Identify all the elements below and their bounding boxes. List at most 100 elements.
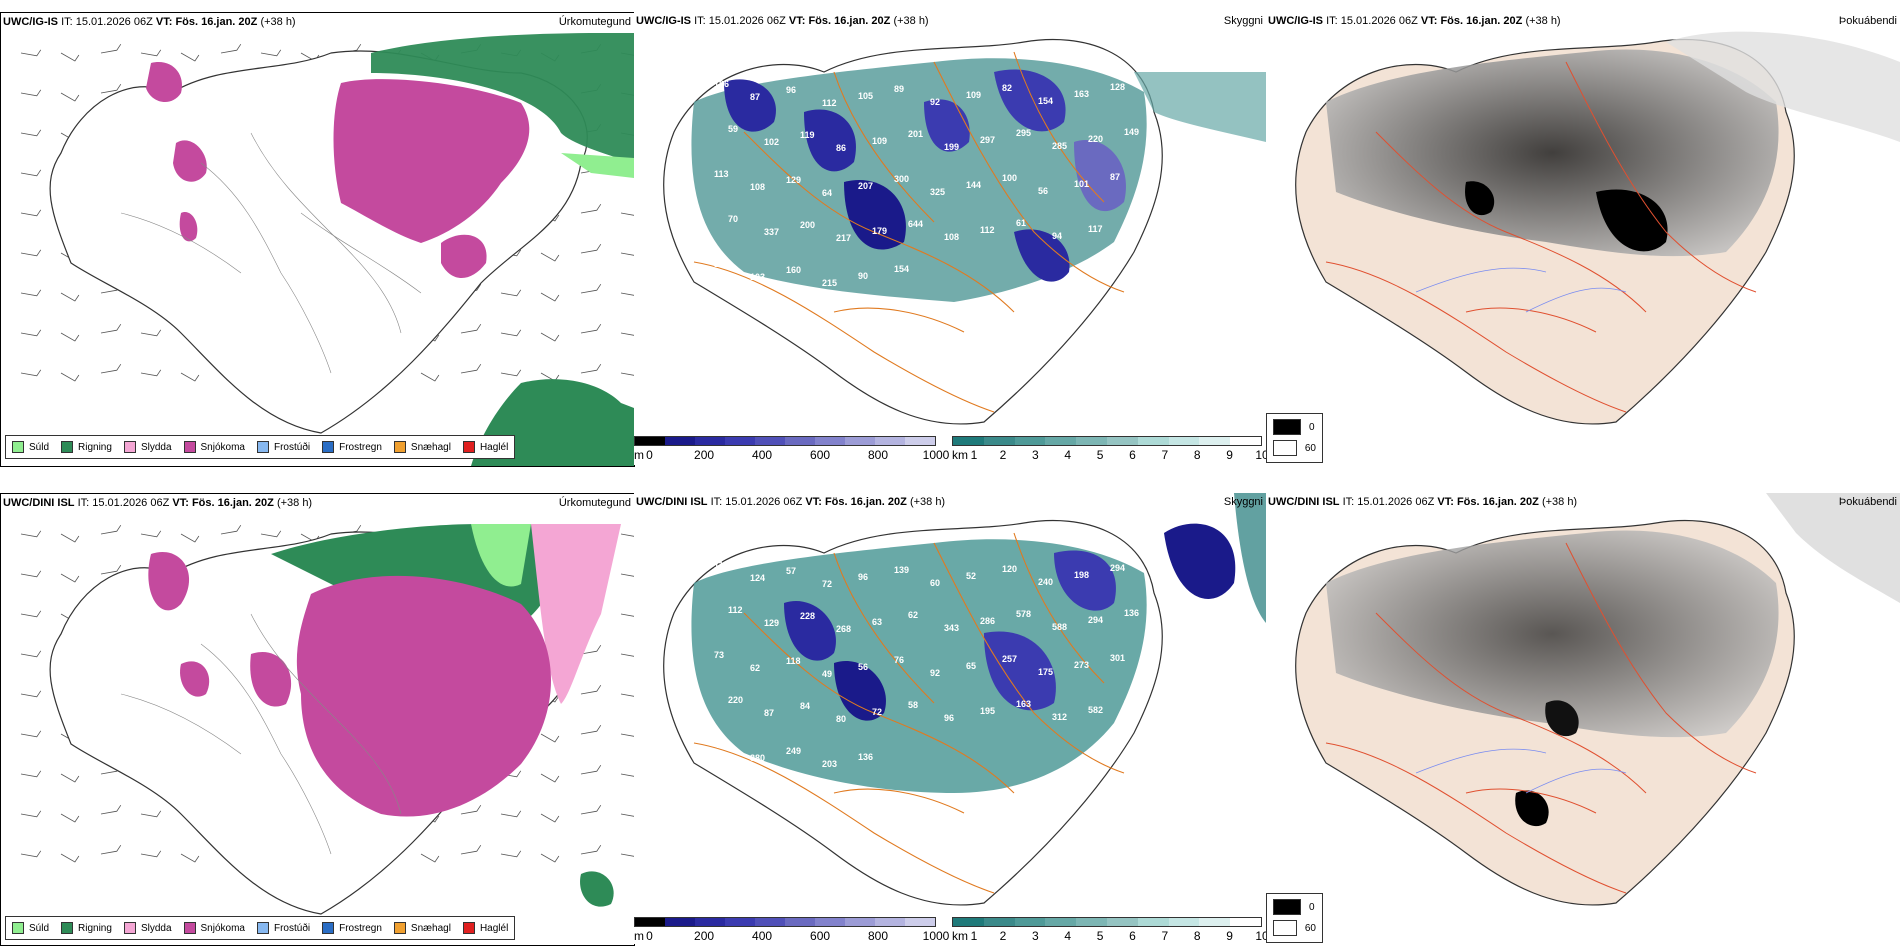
cloud-base-label: 57 bbox=[786, 566, 796, 576]
cloud-base-label: 102 bbox=[764, 137, 779, 147]
cloud-base-label: 154 bbox=[1038, 96, 1053, 106]
scale-cell bbox=[1014, 918, 1046, 926]
fog-panel-top: UWC/IG-IS IT: 15.01.2026 06Z VT: Fös. 16… bbox=[1266, 12, 1900, 465]
scale-cell bbox=[1199, 437, 1231, 445]
scale-cell bbox=[1230, 918, 1261, 926]
legend-item-frostregn: Frostregn bbox=[322, 441, 382, 453]
legend-swatch bbox=[322, 922, 335, 934]
cloud-base-label: 112 bbox=[822, 98, 837, 108]
lead-time: (+38 h) bbox=[276, 497, 313, 509]
wind-barb bbox=[140, 329, 162, 337]
cloud-base-label: 24 bbox=[1124, 217, 1134, 227]
vt-label: VT: bbox=[1437, 496, 1454, 508]
scale-tick-label: 4 bbox=[1064, 448, 1072, 462]
cloud-base-label: 139 bbox=[894, 565, 909, 575]
legend-label: Frostúði bbox=[273, 922, 311, 934]
lead-time: (+38 h) bbox=[909, 496, 946, 508]
wind-barb bbox=[60, 372, 80, 382]
scale-tick-label: 7 bbox=[1161, 448, 1169, 462]
wind-barb bbox=[540, 733, 560, 743]
scale-tick-label: 6 bbox=[1129, 448, 1136, 462]
wind-barb bbox=[540, 853, 560, 863]
cloud-base-label: 65 bbox=[966, 661, 976, 671]
cloud-base-label: 295 bbox=[1016, 128, 1031, 138]
scale-cell bbox=[785, 437, 815, 445]
cloud-base-label: 300 bbox=[894, 174, 909, 184]
cloud-base-label: 105 bbox=[858, 91, 873, 101]
wind-barb bbox=[20, 770, 42, 778]
scale-cell bbox=[725, 437, 755, 445]
header-top-cloud: UWC/IG-IS IT: 15.01.2026 06Z VT: Fös. 16… bbox=[636, 15, 929, 27]
panel-title-precip: Úrkomutegund bbox=[558, 16, 631, 28]
cloud-base-label: 100 bbox=[714, 259, 729, 269]
wind-barb bbox=[100, 83, 122, 94]
wind-barb bbox=[620, 773, 634, 777]
legend-swatch bbox=[183, 441, 196, 453]
cloud-base-label: 186 bbox=[714, 79, 729, 89]
cloud-base-label: 86 bbox=[836, 143, 846, 153]
cloud-base-label: 92 bbox=[930, 97, 940, 107]
it-value: 15.01.2026 06Z bbox=[725, 496, 803, 508]
cloud-base-label: 108 bbox=[750, 182, 765, 192]
cloud-base-label: 129 bbox=[786, 175, 801, 185]
scale-tick-label: 400 bbox=[752, 448, 773, 462]
cloud-base-label: 82 bbox=[1002, 83, 1012, 93]
cloud-base-label: 405 bbox=[714, 740, 729, 750]
scale-cell bbox=[875, 918, 905, 926]
legend-label: Haglél bbox=[479, 441, 509, 453]
cloud-base-label: 62 bbox=[750, 663, 760, 673]
cloud-panel-top: 186 87 96 112 105 89 92 109 82 154 163 128 59 102 119 8… bbox=[634, 12, 1269, 465]
scale-cell bbox=[815, 918, 845, 926]
wind-barb bbox=[180, 52, 200, 62]
it-label: IT: bbox=[1342, 496, 1355, 508]
legend-item-frostúði: Frostúði bbox=[256, 441, 310, 453]
cloud-base-label: 90 bbox=[858, 271, 868, 281]
it-value: 15.01.2026 06Z bbox=[708, 15, 786, 27]
cloud-base-label: 380 bbox=[750, 753, 765, 763]
it-label: IT: bbox=[61, 16, 73, 28]
cloud-base-label: 117 bbox=[1088, 224, 1103, 234]
wind-barb bbox=[580, 804, 602, 815]
cloud-base-label: 76 bbox=[894, 655, 904, 665]
cloud-base-label: 84 bbox=[800, 701, 810, 711]
cloud-base-label: 113 bbox=[714, 169, 729, 179]
cloud-base-label: 112 bbox=[980, 225, 995, 235]
cloud-base-label: 294 bbox=[1088, 615, 1103, 625]
wind-barb bbox=[540, 813, 560, 823]
it-value: 15.01.2026 06Z bbox=[92, 497, 170, 509]
fog-swatch-0 bbox=[1273, 899, 1301, 915]
legend-item-snjókoma: Snjókoma bbox=[183, 922, 245, 934]
fog-legend-label: 0 bbox=[1309, 421, 1315, 433]
fog-swatch-60 bbox=[1273, 440, 1297, 456]
cloud-base-label: 588 bbox=[1052, 622, 1067, 632]
cloud-base-label: 124 bbox=[750, 573, 765, 583]
scale-cell bbox=[1137, 918, 1169, 926]
cloud-base-label: 220 bbox=[728, 695, 743, 705]
wind-barb bbox=[60, 52, 80, 62]
scale-tick-label: 8 bbox=[1193, 448, 1201, 462]
cloud-base-label: 578 bbox=[1016, 609, 1031, 619]
scale-cell bbox=[1199, 918, 1231, 926]
cloud-base-label: 160 bbox=[786, 265, 801, 275]
fog-legend-label: 0 bbox=[1309, 901, 1315, 913]
vt-value: Fös. 16.jan. 20Z bbox=[808, 15, 891, 27]
cloud-base-label: 56 bbox=[1038, 186, 1048, 196]
legend-label: Rigning bbox=[78, 922, 112, 934]
cloud-base-label: 240 bbox=[1038, 577, 1053, 587]
cloud-base-label: 61 bbox=[1016, 218, 1026, 228]
scale-tick-label: 800 bbox=[868, 929, 889, 943]
wind-barb bbox=[580, 684, 602, 695]
scale-tick-label: 8 bbox=[1193, 929, 1201, 943]
legend-swatch bbox=[12, 922, 24, 934]
cloud-base-label: 312 bbox=[1052, 712, 1067, 722]
wind-barb bbox=[100, 363, 122, 374]
cloud-base-label: 118 bbox=[786, 656, 801, 666]
wind-barb bbox=[620, 372, 634, 376]
cloud-base-label: 120 bbox=[1002, 564, 1017, 574]
wind-barb bbox=[20, 690, 42, 698]
fog-legend-label: 60 bbox=[1304, 442, 1316, 454]
wind-barb bbox=[20, 850, 42, 858]
cloud-base-label: 87 bbox=[1110, 172, 1120, 182]
wind-barb bbox=[620, 573, 634, 577]
cloud-base-label: 179 bbox=[872, 226, 887, 236]
